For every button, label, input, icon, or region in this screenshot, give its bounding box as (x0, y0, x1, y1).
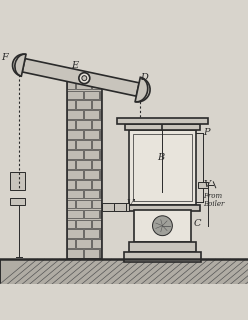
Bar (92, 220, 101, 228)
Bar (100, 229, 101, 238)
Text: From: From (203, 192, 222, 200)
Bar (100, 249, 101, 258)
Bar (84, 110, 99, 119)
Bar (67, 180, 74, 188)
Bar (10, 198, 25, 205)
Text: P: P (203, 128, 210, 137)
Bar (92, 120, 101, 129)
Bar (84, 170, 99, 179)
Bar (92, 200, 101, 208)
Bar (67, 170, 83, 179)
Bar (67, 249, 83, 258)
Bar (84, 210, 99, 218)
Circle shape (82, 76, 87, 81)
Bar (67, 100, 74, 109)
Bar (134, 210, 191, 242)
Bar (114, 204, 126, 211)
Bar (67, 150, 83, 159)
Wedge shape (135, 77, 150, 102)
Bar (78, 73, 91, 83)
Text: Boiler: Boiler (203, 200, 225, 208)
Bar (67, 210, 83, 218)
Polygon shape (22, 59, 139, 96)
Bar (100, 210, 101, 218)
Bar (67, 160, 74, 169)
Bar (84, 190, 99, 198)
Bar (92, 160, 101, 169)
Bar (67, 120, 74, 129)
Bar (10, 172, 25, 190)
Bar (84, 150, 99, 159)
Wedge shape (12, 54, 26, 76)
Bar (129, 242, 196, 252)
Bar (92, 140, 101, 149)
Bar (67, 190, 83, 198)
Bar (100, 130, 101, 139)
Bar (100, 190, 101, 198)
Bar (117, 118, 208, 124)
Bar (75, 220, 91, 228)
Circle shape (79, 73, 90, 84)
Bar (125, 124, 200, 130)
Bar (102, 204, 129, 211)
Bar (125, 205, 200, 211)
Bar (75, 120, 91, 129)
Bar (129, 130, 196, 205)
Text: F: F (1, 53, 8, 62)
Bar (92, 100, 101, 109)
Bar (75, 239, 91, 248)
Bar (100, 170, 101, 179)
Bar (84, 91, 99, 99)
Bar (75, 200, 91, 208)
Bar (75, 160, 91, 169)
Bar (67, 239, 74, 248)
Bar (67, 110, 83, 119)
Text: D: D (140, 73, 148, 82)
Bar (67, 140, 74, 149)
Text: B: B (157, 153, 165, 162)
Bar (84, 229, 99, 238)
Bar (124, 252, 201, 262)
Bar (67, 81, 102, 259)
Bar (92, 81, 101, 89)
Bar (100, 150, 101, 159)
Bar (75, 180, 91, 188)
Bar (75, 140, 91, 149)
Bar (67, 200, 74, 208)
Bar (0, 259, 248, 284)
Bar (100, 110, 101, 119)
Bar (198, 182, 208, 188)
Bar (84, 130, 99, 139)
Circle shape (153, 216, 172, 236)
Bar (67, 229, 83, 238)
Text: E: E (71, 61, 78, 70)
Bar (92, 239, 101, 248)
Bar (100, 91, 101, 99)
Bar (75, 100, 91, 109)
Bar (133, 134, 192, 201)
Text: V': V' (126, 199, 136, 208)
Bar (92, 180, 101, 188)
Bar (84, 249, 99, 258)
Bar (67, 81, 74, 89)
Bar (67, 130, 83, 139)
Bar (67, 91, 83, 99)
Text: C: C (193, 219, 201, 228)
Bar (75, 81, 91, 89)
Bar (67, 220, 74, 228)
Text: V: V (203, 180, 210, 189)
